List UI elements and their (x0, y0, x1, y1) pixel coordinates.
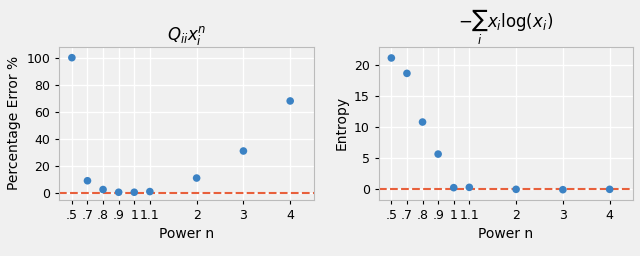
Point (386, 56, 396, 60)
Point (83, 179, 93, 183)
Point (433, 152, 444, 156)
Point (285, 99, 295, 103)
Point (145, 189, 155, 194)
Point (464, 185, 474, 189)
Point (449, 186, 459, 190)
Point (511, 187, 521, 191)
Point (191, 176, 202, 180)
Point (129, 190, 140, 194)
Point (417, 120, 428, 124)
Y-axis label: Percentage Error %: Percentage Error % (7, 56, 21, 190)
Point (558, 188, 568, 192)
X-axis label: Power n: Power n (159, 227, 214, 241)
Title: $Q_{ii}x_i^n$: $Q_{ii}x_i^n$ (167, 24, 206, 47)
Point (238, 149, 248, 153)
Point (605, 187, 615, 191)
Title: $-\sum_i x_i\log(x_i)$: $-\sum_i x_i\log(x_i)$ (458, 7, 554, 47)
X-axis label: Power n: Power n (479, 227, 534, 241)
Point (402, 71, 412, 76)
Point (98, 187, 108, 191)
Y-axis label: Entropy: Entropy (335, 96, 348, 150)
Point (67, 56, 77, 60)
Point (113, 190, 124, 194)
